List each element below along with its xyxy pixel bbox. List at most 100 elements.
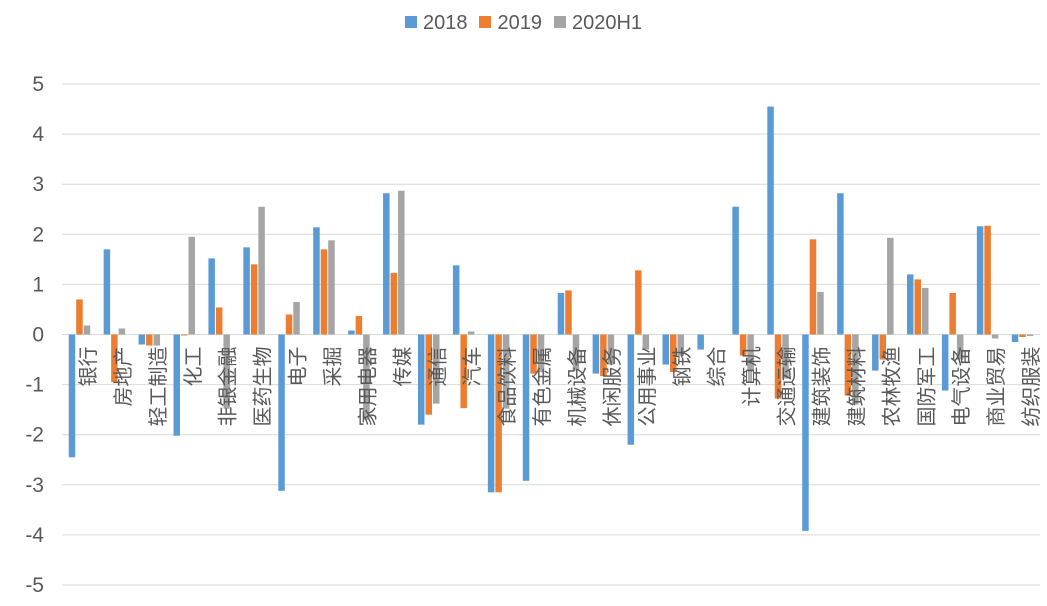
x-tick-label: 通信	[425, 347, 449, 387]
bar-2020H1-钢铁	[677, 334, 684, 357]
bar-2019-医药生物	[250, 264, 258, 335]
bar-2018-钢铁	[662, 334, 669, 365]
bar-2020H1-公用事业	[642, 334, 650, 350]
bar-2018-通信	[418, 334, 425, 425]
x-tick-label: 房地产	[111, 347, 135, 407]
x-tick-label: 计算机	[740, 347, 764, 407]
bar-2020H1-电气设备	[956, 334, 964, 360]
x-tick-label: 传媒	[390, 347, 414, 387]
bar-2020H1-化工	[188, 236, 195, 335]
bar-2020H1-国防军工	[922, 287, 929, 335]
bar-2019-非银金融	[215, 307, 223, 335]
bar-2018-家用电器	[348, 330, 355, 335]
bar-2018-公用事业	[627, 334, 635, 445]
legend-label: 2018	[422, 12, 468, 34]
x-tick-label: 非银金融	[216, 347, 240, 427]
x-tick-label: 休闲服务	[600, 347, 624, 427]
bar-2020H1-有色金属	[537, 334, 545, 373]
bar-2019-休闲服务	[600, 334, 607, 377]
bar-2018-计算机	[732, 206, 739, 335]
bar-2020H1-电子	[293, 301, 300, 335]
bar-2020H1-建筑材料	[852, 334, 859, 405]
y-tick-label: -2	[25, 424, 44, 447]
x-tick-label: 公用事业	[635, 347, 659, 427]
x-tick-label: 综合	[705, 347, 729, 387]
bar-2019-通信	[425, 334, 432, 415]
bar-2018-交通运输	[767, 106, 774, 335]
bar-2018-汽车	[452, 265, 460, 335]
bar-2018-机械设备	[557, 292, 565, 335]
x-tick-label: 电子	[286, 347, 310, 387]
bar-2018-房地产	[103, 249, 111, 335]
bar-2019-电子	[285, 314, 293, 335]
bar-2020H1-房地产	[118, 328, 126, 335]
x-tick-label: 家用电器	[355, 347, 379, 427]
bar-2020H1-交通运输	[782, 334, 789, 379]
bar-2018-传媒	[383, 193, 390, 335]
x-tick-label: 国防军工	[914, 347, 938, 427]
bar-2020H1-采掘	[328, 240, 335, 335]
x-tick-label: 商业贸易	[984, 347, 1008, 427]
bar-2020H1-纺织服装	[1026, 334, 1034, 337]
y-tick-label: 4	[32, 123, 44, 146]
bar-2018-化工	[173, 334, 180, 436]
bar-2018-农林牧渔	[872, 334, 879, 371]
bar-2020H1-机械设备	[572, 334, 580, 371]
bar-2020H1-商业贸易	[991, 334, 999, 339]
bar-2019-有色金属	[530, 334, 537, 374]
bar-2019-化工	[181, 334, 188, 336]
chart-legend: 2018 2019 2020H1	[0, 12, 1047, 35]
x-tick-label: 银行	[76, 347, 100, 387]
legend-label: 2020H1	[571, 12, 643, 34]
legend-swatch	[404, 16, 417, 28]
x-tick-label: 建筑装饰	[809, 347, 833, 427]
y-tick-label: 0	[32, 324, 44, 347]
x-tick-label: 汽车	[460, 347, 484, 387]
bar-2020H1-建筑装饰	[817, 291, 824, 335]
y-tick-label: -1	[25, 374, 44, 397]
bar-2019-传媒	[390, 272, 398, 335]
x-tick-label: 交通运输	[775, 347, 799, 427]
y-tick-label: 2	[32, 223, 44, 246]
bar-2018-银行	[68, 334, 76, 458]
bar-2018-轻工制造	[138, 334, 146, 345]
x-tick-label: 农林牧渔	[879, 347, 903, 427]
bar-2018-纺织服装	[1011, 334, 1019, 343]
y-tick-label: -5	[25, 574, 44, 597]
x-tick-label: 钢铁	[670, 347, 694, 387]
x-tick-label: 纺织服装	[1019, 347, 1043, 427]
bar-2018-国防军工	[907, 274, 914, 335]
x-tick-label: 食品饮料	[495, 347, 519, 427]
bar-2019-交通运输	[774, 334, 782, 399]
bar-2020H1-轻工制造	[153, 334, 161, 346]
x-tick-label: 化工	[181, 347, 205, 387]
x-tick-label: 建筑材料	[844, 347, 868, 427]
y-tick-label: -4	[25, 524, 44, 547]
y-tick-label: 1	[32, 273, 44, 296]
bar-2018-电气设备	[941, 334, 949, 391]
bar-2019-农林牧渔	[879, 334, 887, 360]
bar-2018-食品饮料	[487, 334, 495, 493]
bar-2019-钢铁	[670, 334, 677, 373]
x-tick-label: 有色金属	[530, 347, 554, 427]
bar-2019-银行	[76, 299, 83, 335]
bar-2019-机械设备	[565, 290, 572, 335]
bar-2019-纺织服装	[1019, 334, 1026, 338]
y-tick-label: 5	[32, 73, 44, 96]
bar-2020H1-农林牧渔	[887, 237, 894, 335]
bar-2018-采掘	[313, 227, 320, 335]
bar-2019-公用事业	[635, 270, 642, 335]
bar-2020H1-银行	[83, 325, 91, 335]
bar-2019-采掘	[320, 249, 328, 335]
bar-2020H1-家用电器	[363, 334, 370, 420]
bar-2020H1-汽车	[467, 331, 475, 335]
bar-2019-食品饮料	[495, 334, 502, 493]
bar-2020H1-医药生物	[258, 206, 265, 335]
bar-2020H1-计算机	[747, 334, 754, 371]
x-tick-label: 机械设备	[565, 347, 589, 427]
bar-2019-建筑材料	[844, 334, 852, 396]
bar-2018-电子	[278, 334, 285, 491]
bar-2020H1-传媒	[398, 190, 405, 335]
bar-2019-国防军工	[914, 279, 921, 335]
